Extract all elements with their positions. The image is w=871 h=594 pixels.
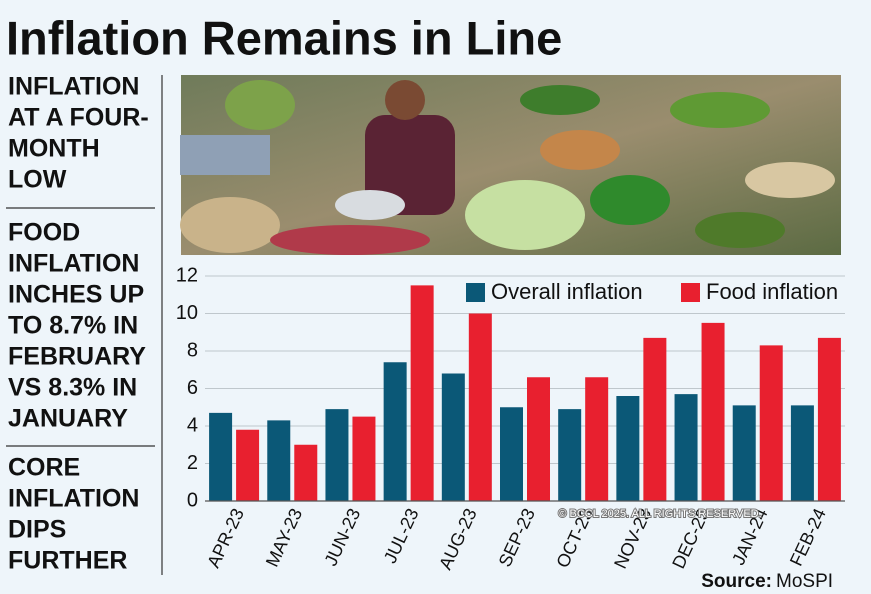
bar [701,322,725,501]
sidebar-line: AT A FOUR- [8,104,149,132]
sidebar-line: INFLATION [8,250,139,278]
bar [410,285,434,501]
y-tick-label: 10 [176,302,198,324]
sidebar-line: FURTHER [8,547,127,575]
sidebar-line: CORE [8,454,80,482]
bar [732,405,756,501]
headline: Inflation Remains in Line [6,11,562,64]
legend-swatch [466,283,485,302]
legend-label: Food inflation [706,279,838,304]
bar [352,416,376,501]
source-label: Source: [701,571,772,592]
watermark: © BCCL 2025. ALL RIGHTS RESERVED. [558,508,761,520]
sidebar-line: FOOD [8,219,80,247]
bar [267,420,291,501]
sidebar-line: INFLATION [8,485,139,513]
bar [325,409,349,501]
bar [383,362,407,501]
bar [500,407,523,501]
sidebar-line: VS 8.3% IN [8,374,137,402]
sidebar-line: FEBRUARY [8,343,146,371]
y-tick-label: 8 [187,339,198,361]
bar [817,337,841,501]
bar [674,394,698,501]
photo [180,75,841,255]
sidebar-line: MONTH [8,135,100,163]
y-tick-label: 6 [187,377,198,399]
sidebar-line: JANUARY [8,405,128,433]
source: MoSPI [776,571,833,592]
y-tick-label: 4 [187,414,198,436]
sidebar-line: LOW [8,166,67,194]
sidebar-line: INFLATION [8,73,139,101]
bar [441,373,465,501]
bar [759,345,783,501]
bar [294,444,318,501]
y-tick-label: 0 [187,489,198,511]
bar [585,377,609,501]
legend-swatch [681,283,700,302]
legend-label: Overall inflation [491,279,643,304]
bar [558,409,582,501]
bar [790,405,814,501]
sidebar-line: DIPS [8,516,66,544]
bar [236,429,260,501]
y-tick-label: 12 [176,264,198,286]
y-tick-label: 2 [187,452,198,474]
bar [616,396,640,501]
sidebar-line: INCHES UP [8,281,144,309]
bar [209,412,233,501]
bar [643,337,667,501]
bar [527,377,550,501]
sidebar-line: TO 8.7% IN [8,312,138,340]
bar [468,313,492,501]
